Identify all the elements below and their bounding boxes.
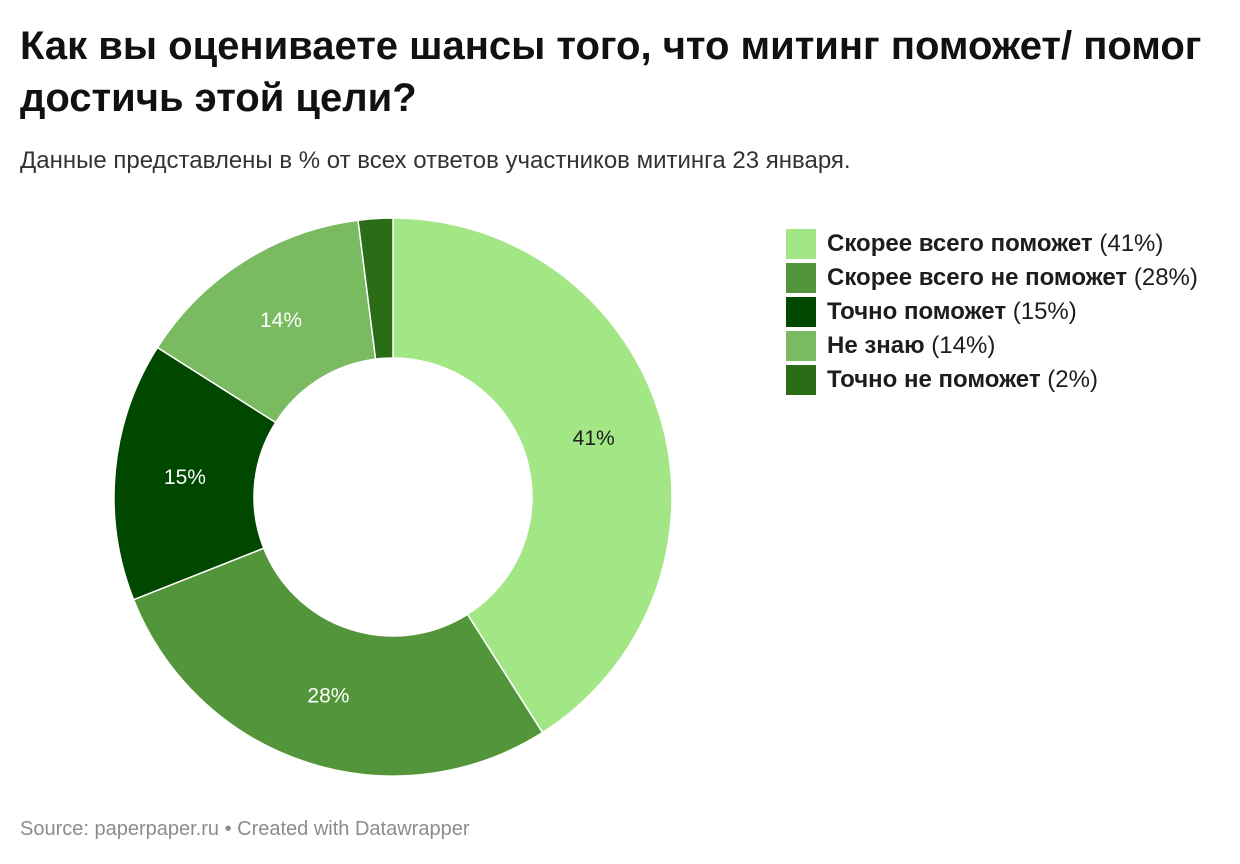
- donut-slice-1: [392, 217, 673, 734]
- legend-text: Точно не поможет (2%): [827, 366, 1098, 394]
- legend-value: (28%): [1127, 264, 1198, 291]
- chart-legend: Скорее всего поможет (41%) Скорее всего н…: [786, 227, 1198, 397]
- legend-label: Не знаю: [827, 332, 925, 359]
- legend-item-5: Точно не поможет (2%): [786, 363, 1198, 397]
- legend-item-2: Скорее всего не поможет (28%): [786, 261, 1198, 295]
- legend-item-4: Не знаю (14%): [786, 329, 1198, 363]
- legend-text: Не знаю (14%): [827, 332, 995, 360]
- source-footer: Source: paperpaper.ru • Created with Dat…: [20, 818, 470, 840]
- donut-slice-4: [156, 219, 377, 424]
- legend-label: Точно поможет: [827, 298, 1007, 325]
- legend-text: Точно поможет (15%): [827, 298, 1077, 326]
- legend-swatch: [786, 297, 816, 327]
- legend-value: (2%): [1040, 366, 1098, 393]
- legend-swatch: [786, 229, 816, 259]
- chart-title: Как вы оцениваете шансы того, что митинг…: [20, 24, 1202, 120]
- legend-text: Скорее всего не поможет (28%): [827, 264, 1198, 292]
- donut-chart: 41% 28% 15% 14%: [113, 217, 673, 777]
- legend-swatch: [786, 263, 816, 293]
- legend-label: Скорее всего поможет: [827, 230, 1093, 257]
- legend-swatch: [786, 331, 816, 361]
- slice-label-3: 15%: [164, 466, 206, 489]
- legend-value: (41%): [1092, 230, 1164, 257]
- legend-value: (15%): [1006, 298, 1077, 325]
- donut-slice-5: [357, 217, 394, 360]
- chart-subtitle: Данные представлены в % от всех ответов …: [20, 147, 851, 174]
- slice-label-1: 41%: [573, 427, 615, 450]
- legend-swatch: [786, 365, 816, 395]
- donut-slice-3: [113, 346, 277, 601]
- legend-value: (14%): [924, 332, 996, 359]
- legend-text: Скорее всего поможет (41%): [827, 230, 1163, 258]
- donut-slice-2: [132, 547, 544, 777]
- legend-label: Точно не поможет: [827, 366, 1041, 393]
- legend-label: Скорее всего не поможет: [827, 264, 1128, 291]
- legend-item-3: Точно поможет (15%): [786, 295, 1198, 329]
- slice-label-4: 14%: [260, 309, 302, 332]
- slice-label-2: 28%: [307, 684, 349, 707]
- legend-item-1: Скорее всего поможет (41%): [786, 227, 1198, 261]
